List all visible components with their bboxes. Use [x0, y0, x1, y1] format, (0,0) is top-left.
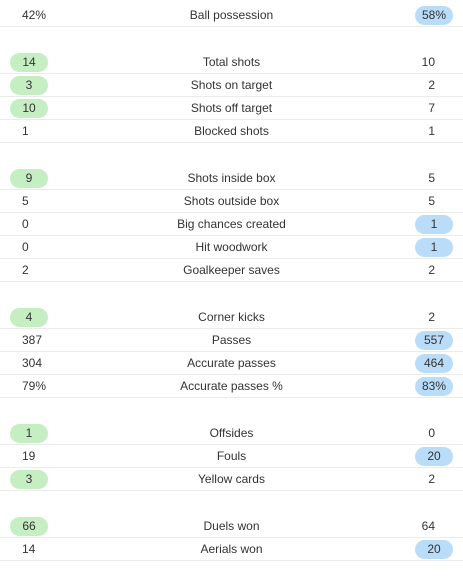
home-value: 19 — [22, 449, 36, 463]
stat-row: Duels won 66 64 — [0, 515, 463, 538]
home-value: 10 — [10, 99, 48, 118]
away-value: 1 — [415, 215, 453, 234]
stat-group: Ball possession 42% 58% — [0, 4, 463, 27]
stat-label: Accurate passes % — [180, 379, 283, 393]
stat-row: Corner kicks 4 2 — [0, 306, 463, 329]
stat-row: Shots off target 10 7 — [0, 97, 463, 120]
stat-row: Aerials won 14 20 — [0, 538, 463, 561]
home-value: 9 — [10, 169, 48, 188]
away-value: 64 — [421, 519, 435, 533]
stat-row: Ball possession 42% 58% — [0, 4, 463, 27]
stat-label: Accurate passes — [187, 356, 276, 370]
home-value: 3 — [10, 76, 48, 95]
away-value: 1 — [428, 124, 435, 138]
away-value: 10 — [421, 55, 435, 69]
stat-row: Big chances created 0 1 — [0, 213, 463, 236]
stat-group: Total shots 14 10 Shots on target 3 2 Shots of… — [0, 51, 463, 143]
away-value: 5 — [428, 194, 435, 208]
stat-group: Corner kicks 4 2 Passes 387 557 Accurate passe… — [0, 306, 463, 398]
away-value: 20 — [415, 447, 453, 466]
home-value: 3 — [10, 470, 48, 489]
away-value: 20 — [415, 540, 453, 559]
away-value: 83% — [415, 377, 453, 396]
stat-row: Accurate passes 304 464 — [0, 352, 463, 375]
stat-label: Corner kicks — [198, 310, 265, 324]
stat-row: Shots on target 3 2 — [0, 74, 463, 97]
stat-row: Hit woodwork 0 1 — [0, 236, 463, 259]
away-value: 5 — [428, 171, 435, 185]
stat-row: Shots inside box 9 5 — [0, 167, 463, 190]
stat-label: Goalkeeper saves — [183, 263, 280, 277]
stat-group: Offsides 1 0 Fouls 19 20 Yellow cards 3 2 — [0, 422, 463, 491]
stat-label: Fouls — [216, 449, 247, 463]
stat-label: Passes — [211, 333, 252, 347]
home-value: 0 — [22, 217, 29, 231]
stat-label: Big chances created — [177, 217, 286, 231]
home-value: 1 — [10, 424, 48, 443]
stat-row: Fouls 19 20 — [0, 445, 463, 468]
stat-label: Total shots — [202, 55, 261, 69]
away-value: 2 — [428, 78, 435, 92]
stat-label: Aerials won — [200, 542, 263, 556]
stat-label: Shots outside box — [183, 194, 280, 208]
match-stats-list: Ball possession 42% 58% Total shots 14 10 Shot… — [0, 4, 463, 585]
stat-label: Yellow cards — [198, 472, 265, 486]
stat-row: Shots outside box 5 5 — [0, 190, 463, 213]
home-value: 2 — [22, 263, 29, 277]
stat-label: Shots inside box — [187, 171, 276, 185]
home-value: 5 — [22, 194, 29, 208]
stat-row: Accurate passes % 79% 83% — [0, 375, 463, 398]
home-value: 79% — [22, 379, 47, 393]
home-value: 387 — [22, 333, 43, 347]
home-value: 14 — [22, 542, 36, 556]
stat-row: Offsides 1 0 — [0, 422, 463, 445]
home-value: 0 — [22, 240, 29, 254]
away-value: 1 — [415, 238, 453, 257]
away-value: 557 — [415, 331, 453, 350]
stat-label: Ball possession — [189, 8, 274, 22]
stat-label: Offsides — [209, 426, 254, 440]
stat-label: Shots on target — [190, 78, 273, 92]
away-value: 58% — [415, 6, 453, 25]
stat-group: Shots inside box 9 5 Shots outside box 5 5 Big… — [0, 167, 463, 282]
stat-label: Duels won — [203, 519, 260, 533]
stat-row: Yellow cards 3 2 — [0, 468, 463, 491]
home-value: 4 — [10, 308, 48, 327]
stat-label: Hit woodwork — [195, 240, 268, 254]
away-value: 2 — [428, 310, 435, 324]
away-value: 464 — [415, 354, 453, 373]
stat-row: Blocked shots 1 1 — [0, 120, 463, 143]
stat-row: Goalkeeper saves 2 2 — [0, 259, 463, 282]
stat-label: Shots off target — [190, 101, 273, 115]
stat-row: Passes 387 557 — [0, 329, 463, 352]
away-value: 7 — [428, 101, 435, 115]
home-value: 66 — [10, 517, 48, 536]
away-value: 2 — [428, 472, 435, 486]
home-value: 14 — [10, 53, 48, 72]
stat-row: Total shots 14 10 — [0, 51, 463, 74]
stat-group: Duels won 66 64 Aerials won 14 20 — [0, 515, 463, 561]
away-value: 0 — [428, 426, 435, 440]
home-value: 42% — [22, 8, 47, 22]
home-value: 304 — [22, 356, 43, 370]
stat-label: Blocked shots — [194, 124, 269, 138]
home-value: 1 — [22, 124, 29, 138]
away-value: 2 — [428, 263, 435, 277]
